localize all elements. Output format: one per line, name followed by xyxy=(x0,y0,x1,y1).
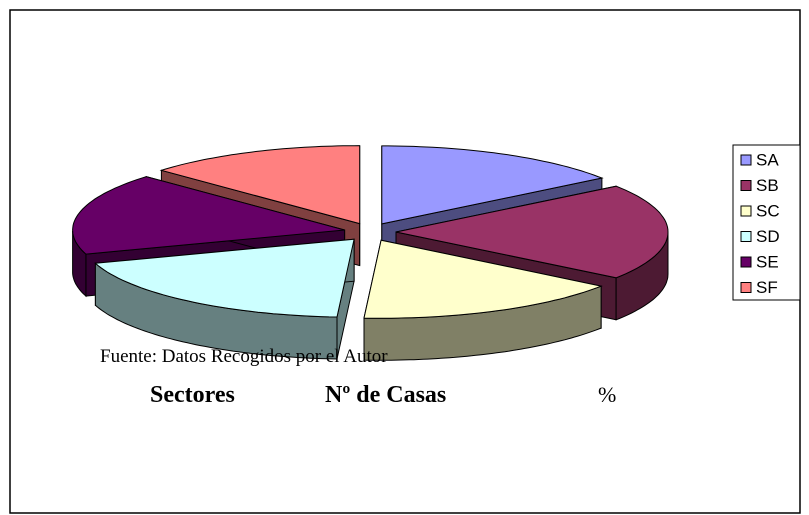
legend-label: SA xyxy=(756,150,779,169)
header: % xyxy=(598,382,616,407)
source-note: Fuente: Datos Recogidos por el Autor xyxy=(100,346,388,367)
legend-swatch xyxy=(740,205,752,217)
legend-label: SD xyxy=(756,227,780,246)
legend-swatch xyxy=(740,180,752,191)
slice xyxy=(72,176,345,255)
legend-label: SC xyxy=(756,201,780,220)
legend-swatch xyxy=(740,256,752,268)
slice xyxy=(363,239,603,319)
legend-box xyxy=(732,144,801,301)
header: Sectores xyxy=(150,382,235,408)
slice xyxy=(159,145,361,225)
legend-swatch xyxy=(740,282,752,293)
slice xyxy=(94,238,355,318)
header: Nº de Casas xyxy=(325,382,446,408)
legend-swatch xyxy=(740,154,752,166)
slice xyxy=(381,145,604,225)
legend: SA SB SC SD SE SF xyxy=(740,150,780,297)
legend-label: SB xyxy=(756,176,779,195)
slice xyxy=(395,185,669,279)
legend-label: SF xyxy=(756,278,778,297)
legend-label: SE xyxy=(756,252,779,271)
pie xyxy=(72,145,669,361)
legend-swatch xyxy=(740,231,752,242)
